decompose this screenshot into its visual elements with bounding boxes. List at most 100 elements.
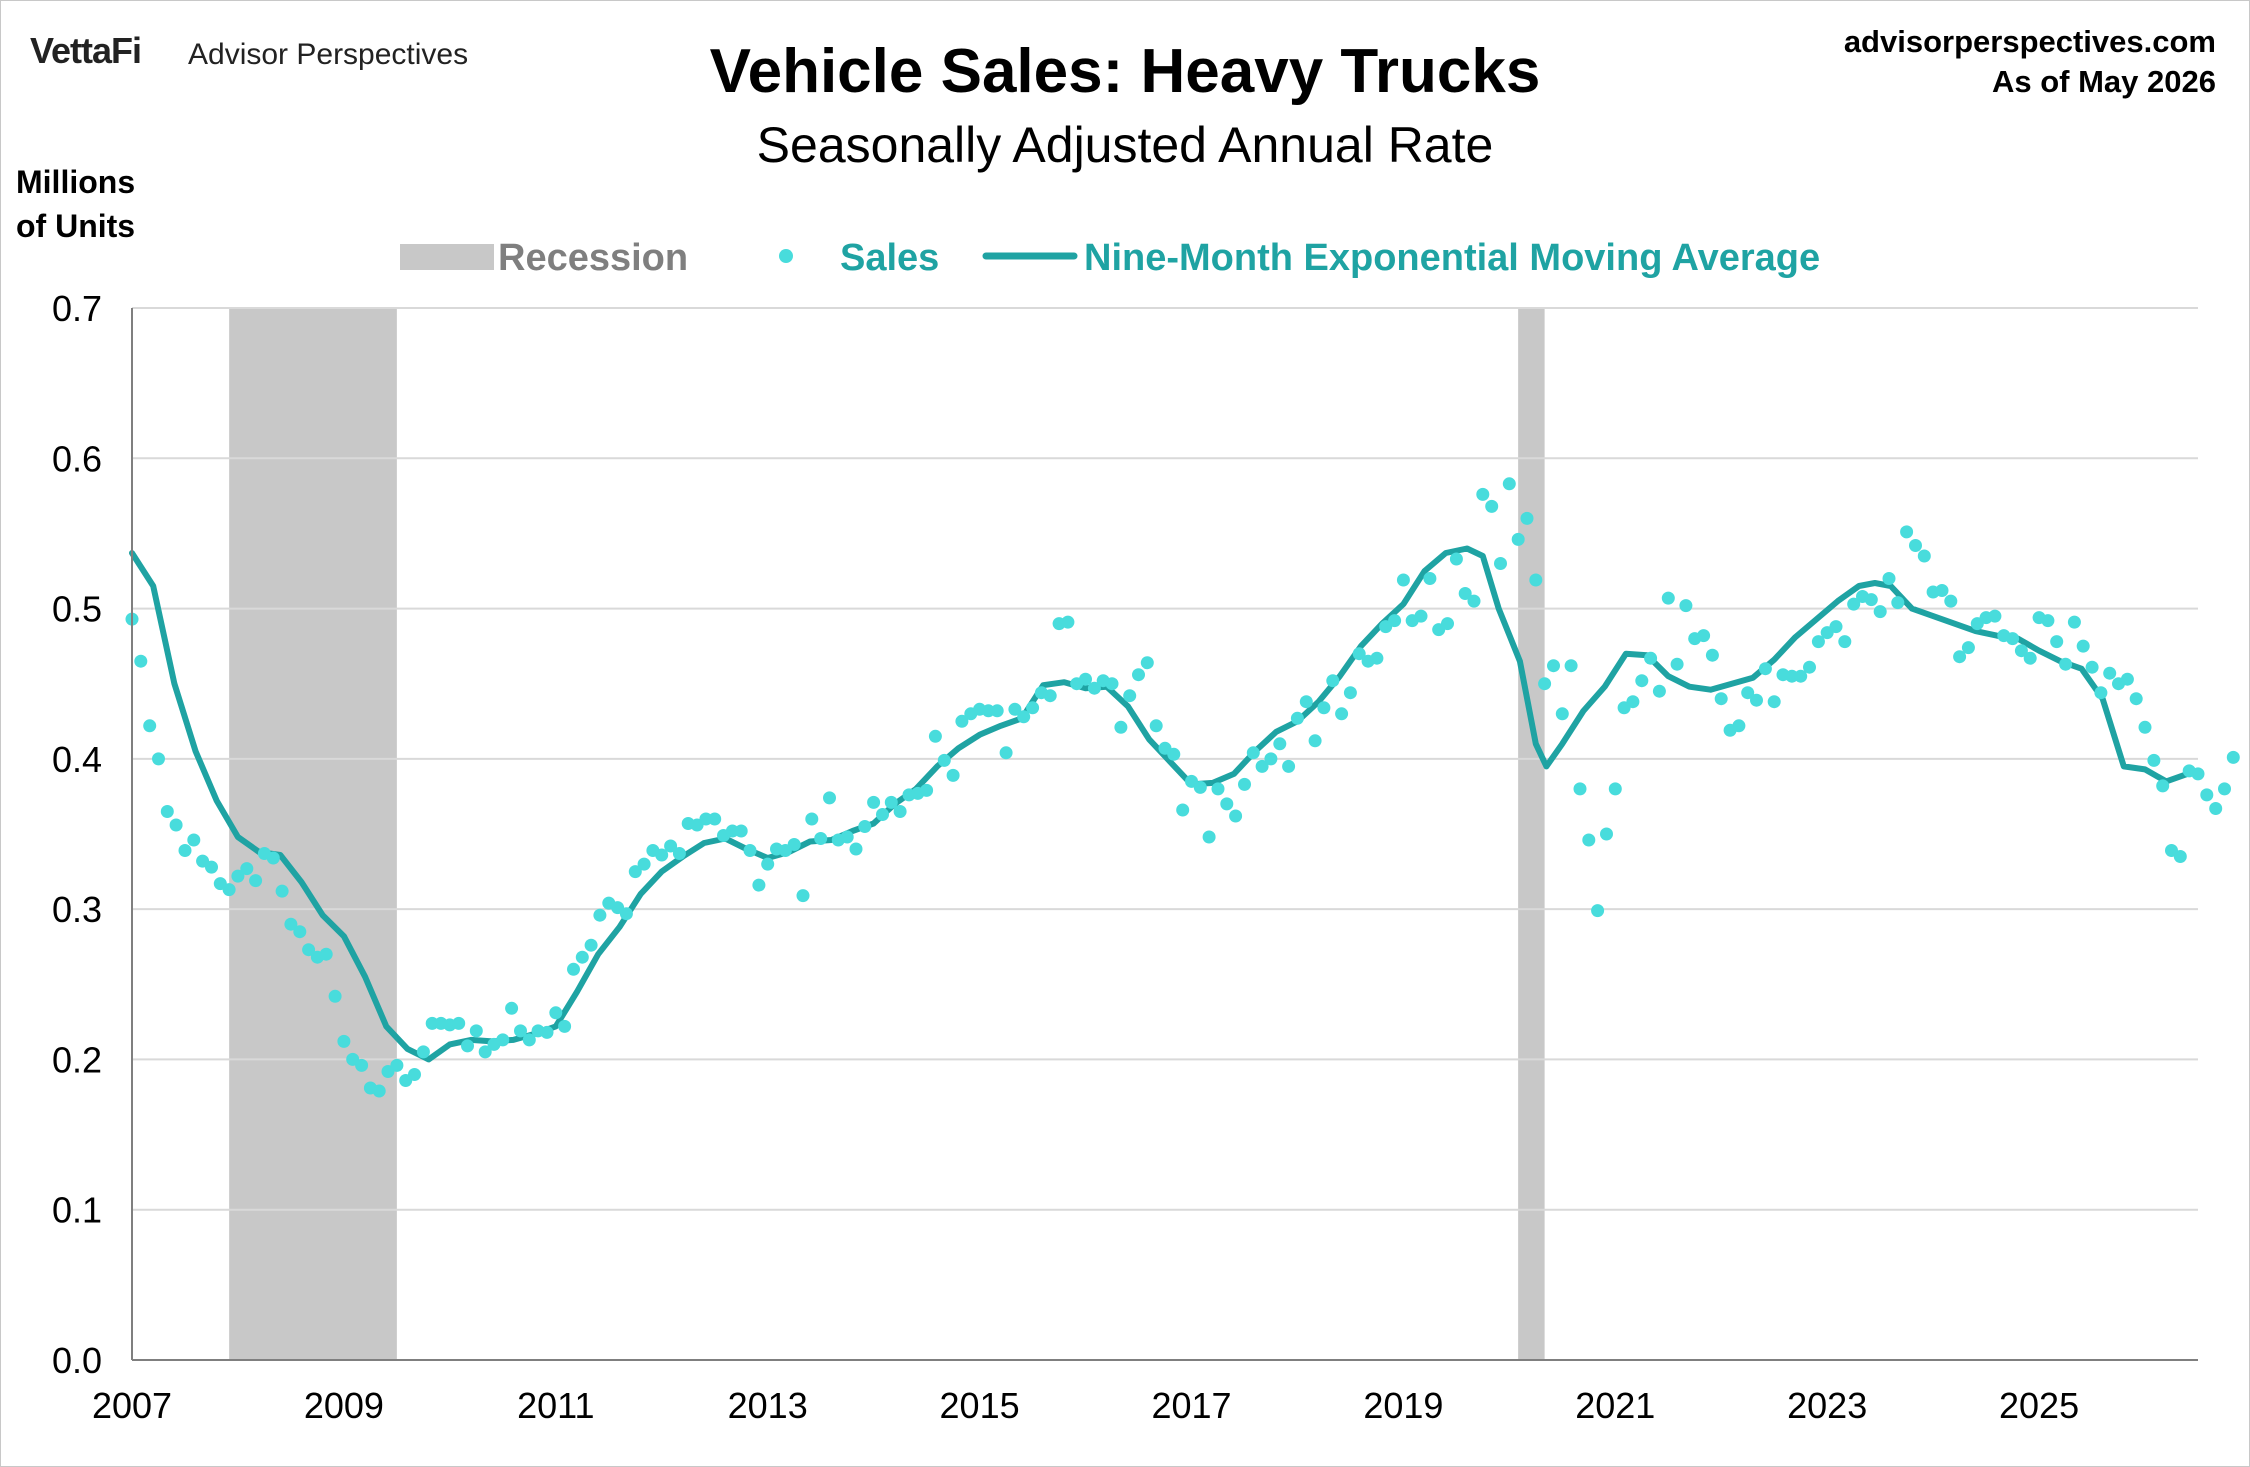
sales-point — [1255, 759, 1269, 773]
sales-point — [1953, 650, 1967, 664]
sales-point — [1220, 797, 1234, 811]
x-tick-label: 2023 — [1787, 1385, 1867, 1426]
sales-point — [1847, 597, 1861, 611]
sales-point — [1017, 710, 1031, 724]
x-tick-label: 2019 — [1363, 1385, 1443, 1426]
as-of-date: As of May 2026 — [1992, 64, 2216, 99]
y-tick-label: 0.6 — [52, 438, 102, 479]
sales-point — [1555, 707, 1569, 721]
sales-point — [920, 783, 934, 797]
recession-bands — [229, 308, 1545, 1360]
sales-point — [1644, 651, 1658, 665]
sales-point — [1061, 615, 1075, 629]
sales-point — [1229, 809, 1243, 823]
x-tick-label: 2011 — [517, 1385, 594, 1426]
sales-point — [1494, 557, 1507, 570]
sales-point — [1891, 596, 1905, 610]
sales-point — [302, 943, 316, 957]
sales-point — [1873, 605, 1887, 619]
source-site: advisorperspectives.com — [1843, 24, 2216, 59]
sales-point — [672, 847, 686, 860]
sales-point — [408, 1068, 421, 1081]
x-tick-label: 2007 — [92, 1385, 172, 1426]
sales-point — [840, 830, 854, 844]
sales-point — [928, 729, 942, 743]
sales-point — [787, 838, 801, 851]
sales-point — [1105, 677, 1119, 691]
sales-point — [1714, 692, 1728, 706]
y-tick-label: 0.0 — [52, 1340, 102, 1381]
sales-point — [337, 1034, 351, 1048]
sales-point — [734, 824, 748, 838]
sales-point — [2041, 614, 2055, 628]
y-tick-label: 0.1 — [52, 1190, 102, 1231]
sales-point — [2173, 850, 2187, 863]
sales-point — [1008, 702, 1022, 716]
sales-point — [496, 1033, 510, 1047]
sales-point — [567, 962, 580, 976]
sales-point — [1282, 759, 1296, 773]
sales-point — [2050, 635, 2064, 649]
sales-point — [1202, 830, 1216, 844]
sales-point — [372, 1084, 386, 1098]
sales-point — [1829, 620, 1843, 634]
sales-point — [1600, 827, 1613, 841]
sales-point — [1758, 662, 1772, 676]
sales-point — [2138, 720, 2152, 734]
chart-subtitle: Seasonally Adjusted Annual Rate — [756, 117, 1494, 173]
sales-point — [1476, 487, 1490, 501]
sales-point — [1626, 695, 1640, 709]
sales-point — [2147, 753, 2161, 767]
sales-point — [540, 1025, 554, 1039]
sales-point — [2067, 615, 2081, 629]
sales-point — [461, 1039, 474, 1053]
sales-point — [2129, 692, 2143, 706]
sales-point — [1608, 782, 1622, 796]
sales-point — [805, 812, 819, 826]
sales-point — [2120, 672, 2134, 686]
sales-point — [1935, 584, 1949, 597]
sales-point — [478, 1045, 492, 1059]
sales-point — [1238, 777, 1251, 791]
sales-point — [1794, 669, 1808, 683]
sales-point — [1547, 659, 1560, 673]
legend-recession-label: Recession — [498, 237, 688, 279]
sales-point — [1423, 572, 1437, 585]
sales-series — [125, 477, 2240, 1098]
sales-point — [1043, 689, 1057, 703]
sales-point — [937, 753, 951, 767]
sales-point — [1026, 701, 1040, 715]
x-tick-label: 2009 — [304, 1385, 384, 1426]
sales-point — [1132, 668, 1145, 682]
sales-point — [893, 805, 907, 818]
sales-point — [1273, 737, 1287, 751]
sales-point — [2226, 750, 2240, 764]
sales-point — [637, 857, 651, 871]
y-axis-label-line2: of Units — [16, 208, 136, 244]
sales-point — [1741, 686, 1755, 700]
sales-point — [2209, 802, 2223, 815]
sales-point — [1396, 573, 1410, 587]
sales-point — [1882, 572, 1896, 585]
legend: Recession Sales Nine-Month Exponential Mov… — [400, 237, 1820, 279]
y-tick-label: 0.3 — [52, 889, 102, 930]
sales-point — [390, 1058, 404, 1072]
sales-point — [1909, 539, 1922, 552]
sales-point — [134, 654, 148, 668]
sales-point — [664, 839, 678, 853]
x-tick-label: 2013 — [728, 1385, 808, 1426]
sales-point — [1317, 701, 1331, 715]
sales-point — [849, 842, 863, 856]
brand-subtitle: Advisor Perspectives — [188, 38, 469, 71]
sales-point — [1803, 660, 1816, 674]
sales-point — [823, 791, 836, 805]
sales-point — [1582, 833, 1596, 847]
sales-point — [2200, 788, 2214, 802]
vettafi-logo: VettaFi — [30, 30, 142, 71]
sales-point — [619, 907, 633, 921]
sales-point — [1520, 511, 1534, 525]
sales-point — [169, 818, 183, 832]
sales-point — [708, 812, 722, 826]
sales-point — [231, 869, 245, 883]
